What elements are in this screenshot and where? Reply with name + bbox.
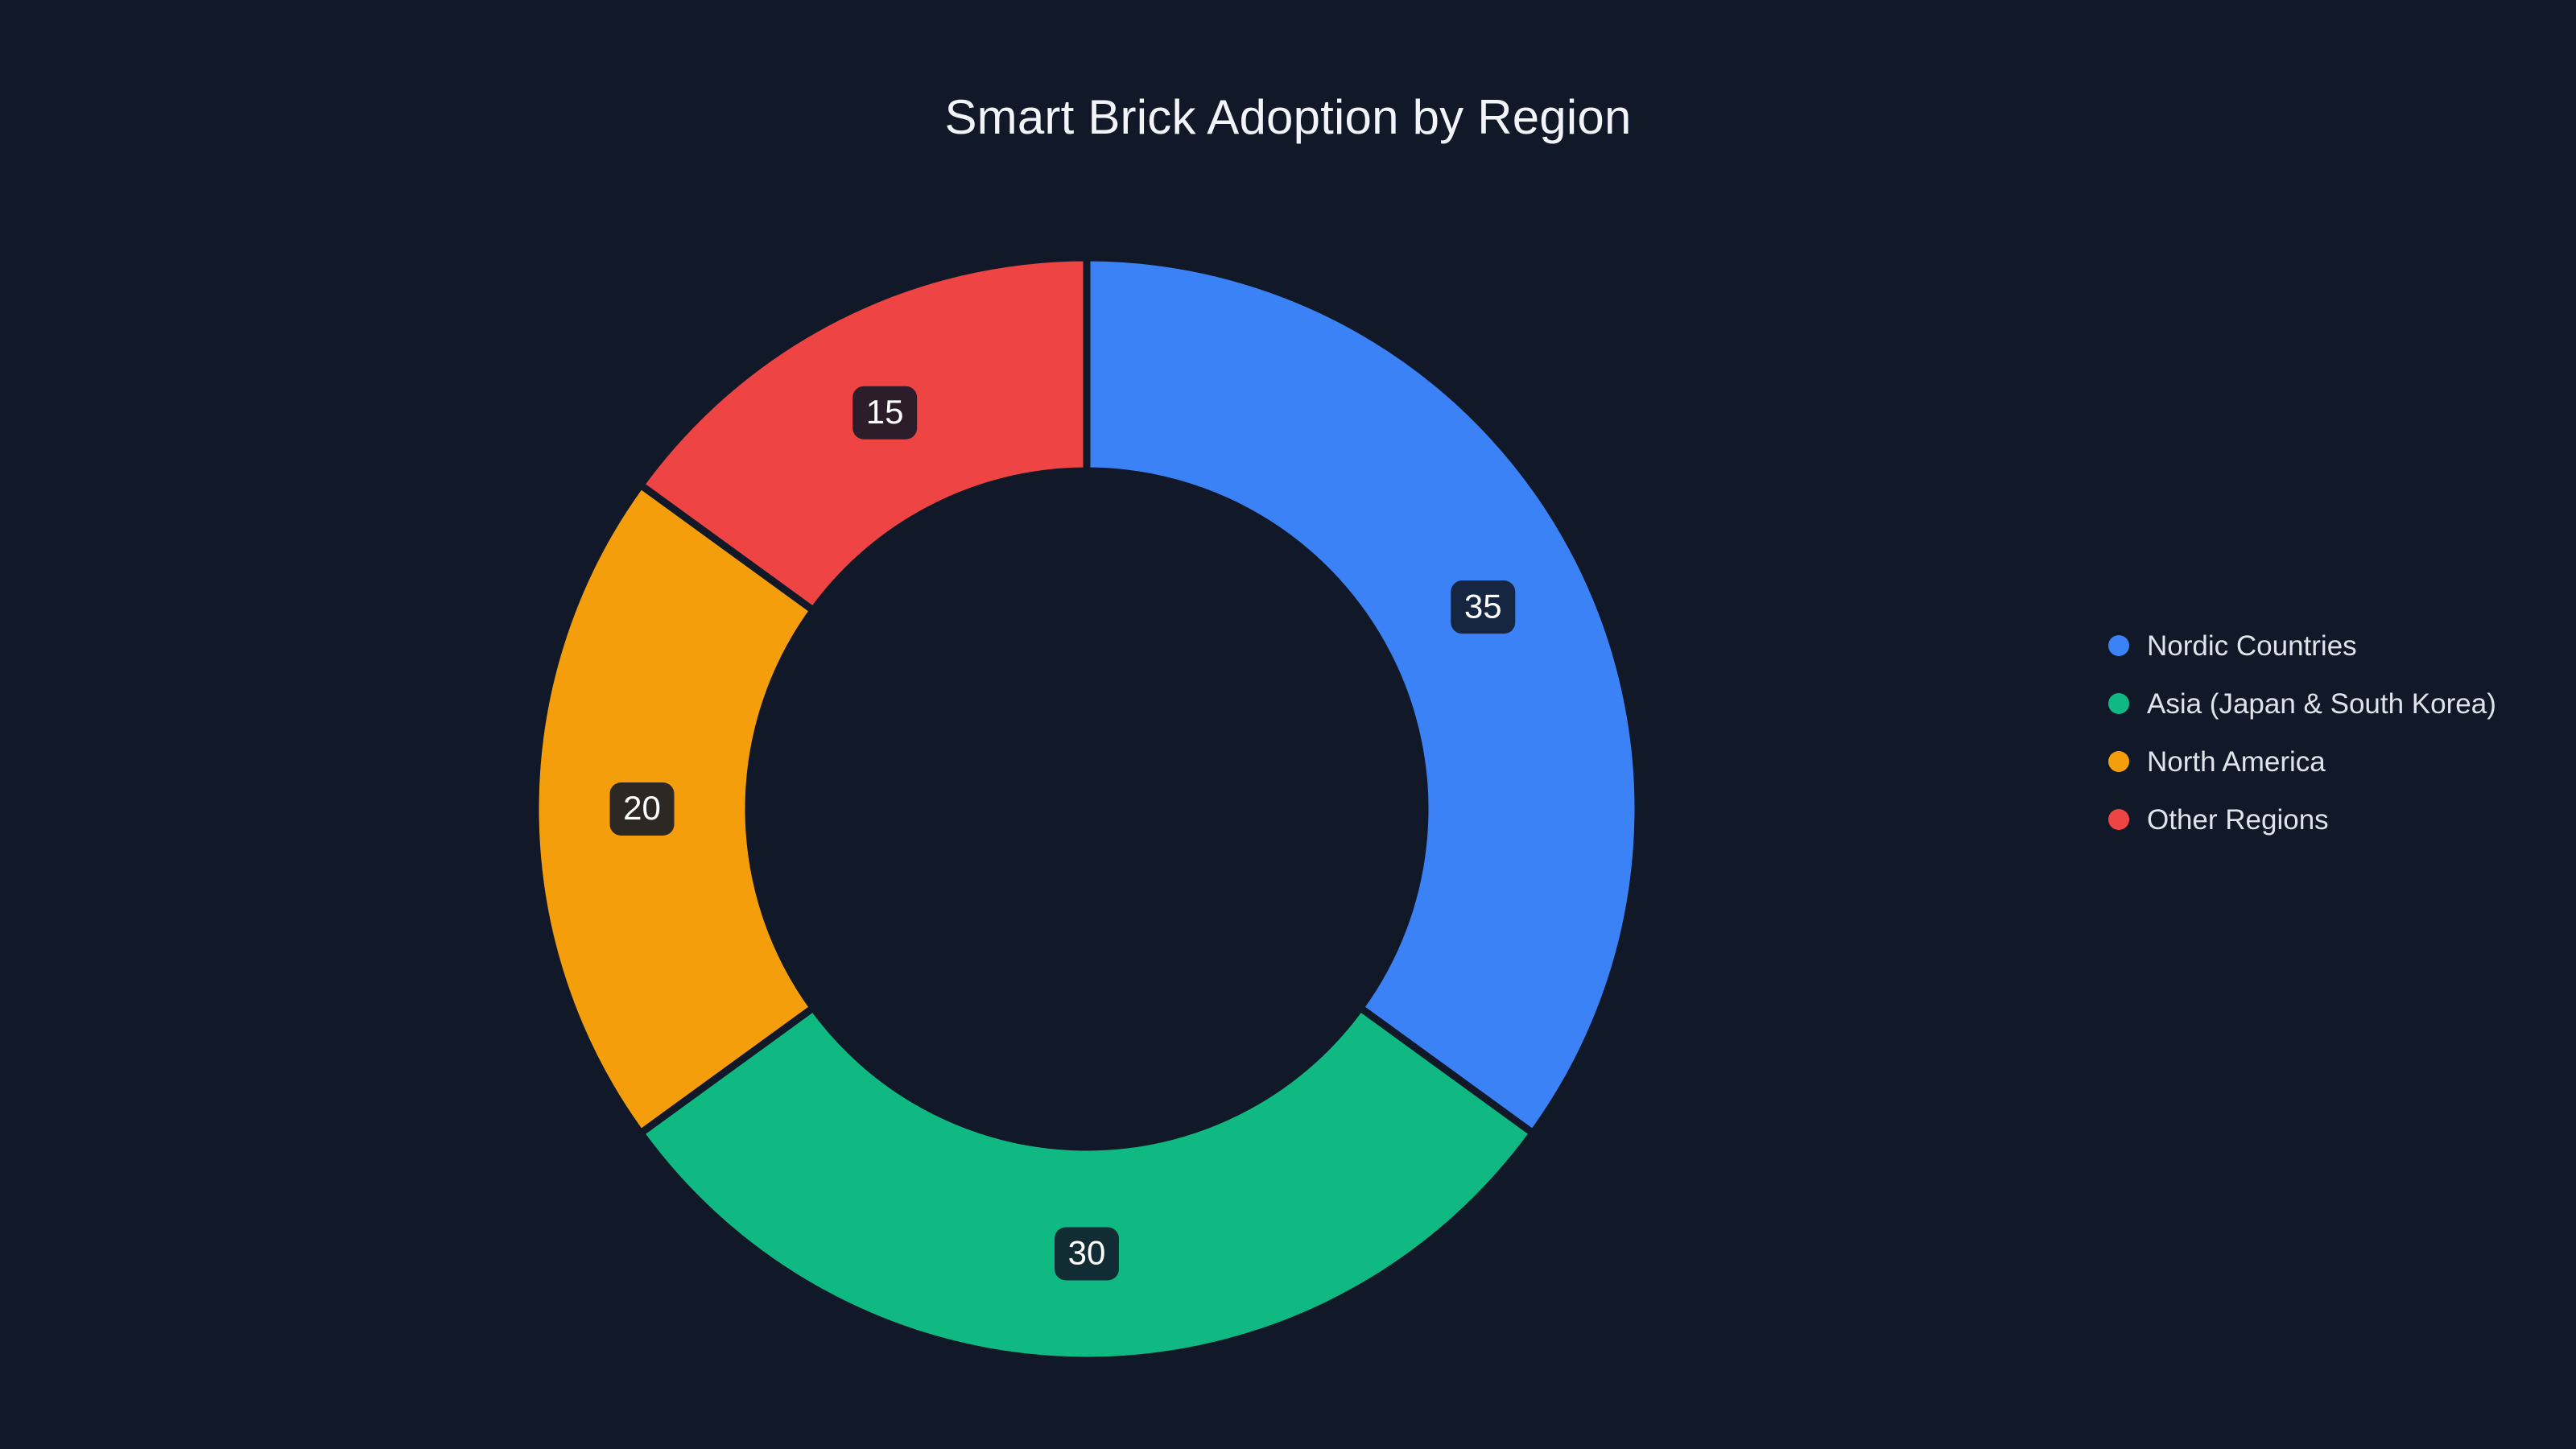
slice-data-label-background	[852, 386, 918, 440]
legend-item[interactable]: North America	[2108, 733, 2543, 791]
legend-color-swatch-icon	[2108, 693, 2129, 714]
slice-data-label-text: 30	[1068, 1234, 1106, 1272]
chart-title: Smart Brick Adoption by Region	[944, 90, 1632, 144]
donut-slice[interactable]	[637, 1004, 1537, 1364]
slice-data-label-background	[1451, 580, 1516, 634]
legend-color-swatch-icon	[2108, 635, 2129, 656]
donut-slice[interactable]	[1083, 254, 1642, 1137]
slice-data-label-text: 15	[866, 393, 904, 431]
chart-legend: Nordic Countries Asia (Japan & South Kore…	[2108, 617, 2543, 848]
legend-item[interactable]: Nordic Countries	[2108, 617, 2543, 675]
legend-item-label: Other Regions	[2147, 803, 2329, 836]
donut-slice[interactable]	[531, 481, 817, 1137]
slice-data-label: 15	[852, 386, 918, 440]
donut-chart-svg: 35 30 20 15	[531, 254, 1642, 1364]
legend-item-label: Asia (Japan & South Korea)	[2147, 687, 2496, 720]
slice-data-label: 30	[1055, 1227, 1119, 1281]
slice-data-label-text: 20	[623, 789, 661, 827]
legend-item[interactable]: Asia (Japan & South Korea)	[2108, 675, 2543, 733]
legend-color-swatch-icon	[2108, 751, 2129, 772]
legend-item[interactable]: Other Regions	[2108, 791, 2543, 848]
slice-data-label-background	[1055, 1227, 1119, 1281]
slice-data-label: 20	[609, 782, 675, 836]
slice-data-label: 35	[1451, 580, 1516, 634]
donut-data-labels-group: 35 30 20 15	[609, 386, 1516, 1281]
legend-color-swatch-icon	[2108, 809, 2129, 830]
legend-item-label: Nordic Countries	[2147, 630, 2357, 662]
donut-slices-group	[531, 254, 1642, 1364]
slice-data-label-background	[609, 782, 675, 836]
slice-data-label-text: 35	[1464, 587, 1502, 625]
donut-chart-plot-area: 35 30 20 15	[531, 254, 1642, 1364]
legend-item-label: North America	[2147, 745, 2326, 778]
